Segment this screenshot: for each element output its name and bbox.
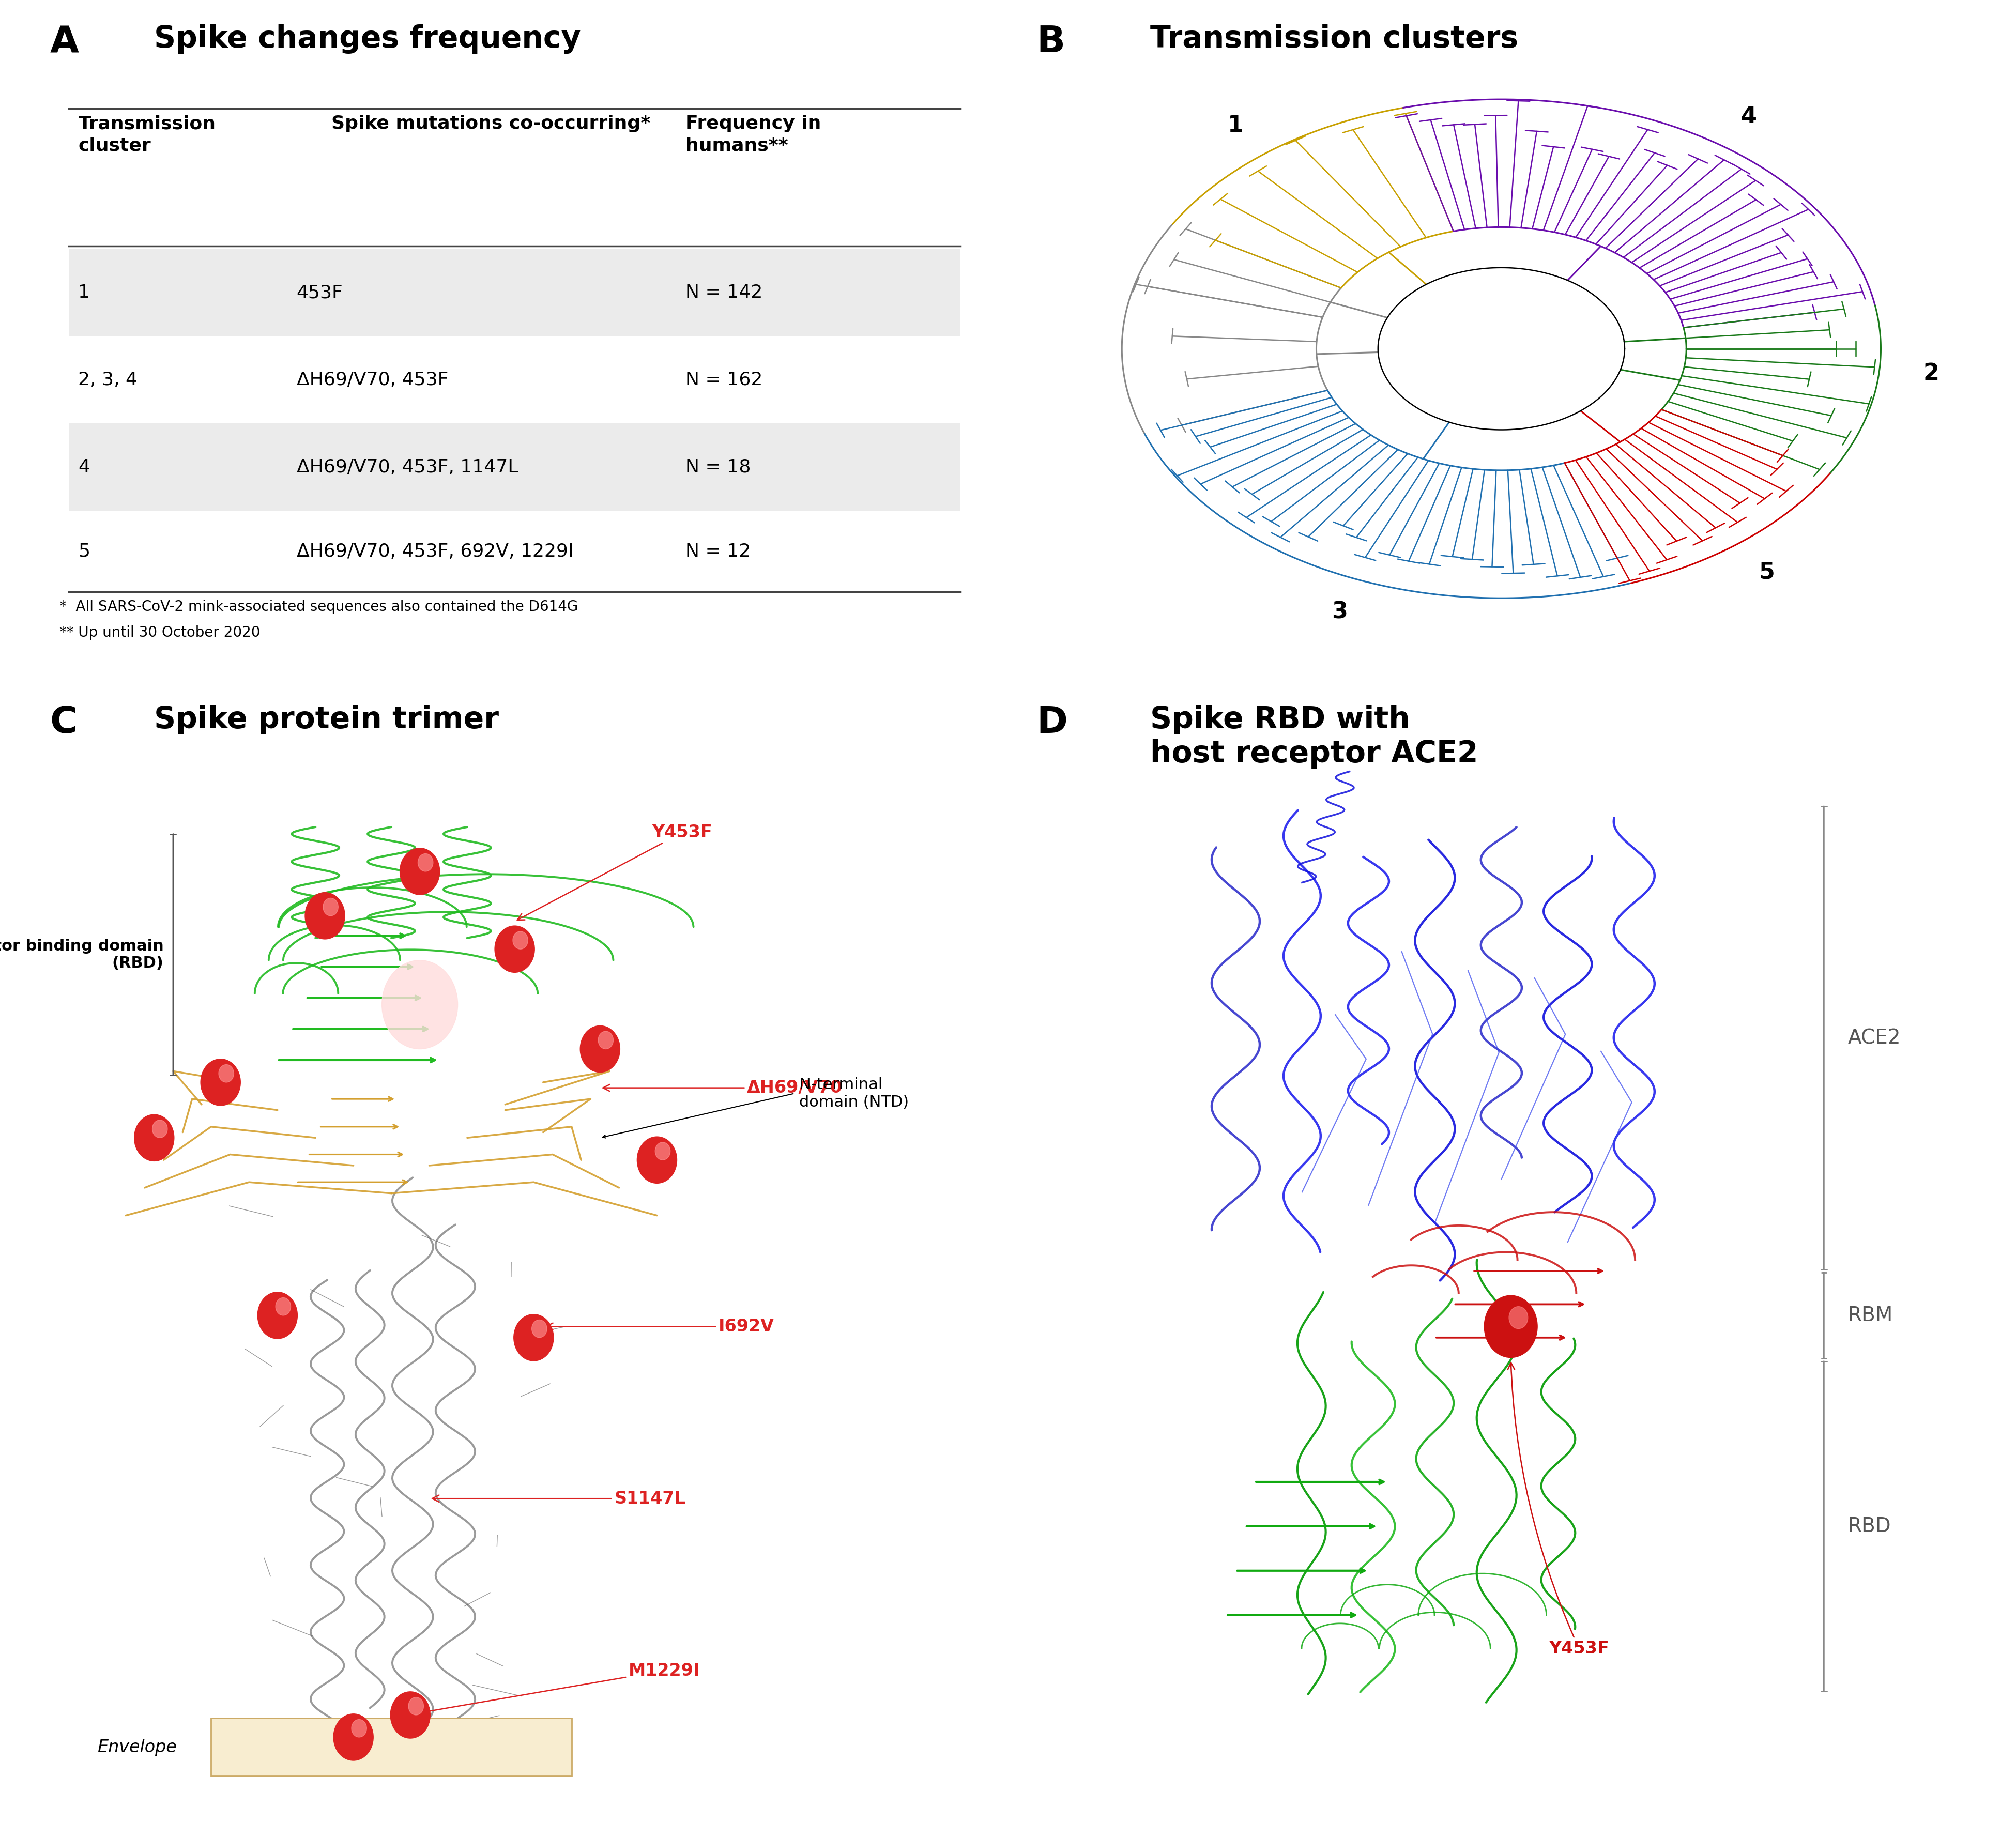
Text: Spike changes frequency: Spike changes frequency: [153, 24, 581, 55]
Text: Transmission clusters: Transmission clusters: [1151, 24, 1518, 55]
Circle shape: [1484, 1295, 1538, 1357]
Text: 2, 3, 4: 2, 3, 4: [79, 372, 137, 388]
Text: 4: 4: [1742, 106, 1756, 128]
Circle shape: [399, 847, 439, 895]
Circle shape: [655, 1142, 669, 1161]
Text: N = 18: N = 18: [685, 459, 750, 476]
Text: Envelope: Envelope: [97, 1738, 177, 1756]
FancyBboxPatch shape: [69, 250, 960, 337]
Circle shape: [153, 1121, 167, 1137]
Circle shape: [512, 931, 528, 949]
Circle shape: [323, 898, 339, 916]
Text: 5: 5: [1760, 561, 1774, 583]
Text: Spike protein trimer: Spike protein trimer: [153, 705, 498, 734]
Text: 4: 4: [79, 459, 91, 476]
Text: N-terminal
domain (NTD): N-terminal domain (NTD): [798, 1077, 909, 1110]
Text: ΔH69/V70, 453F: ΔH69/V70, 453F: [296, 372, 448, 388]
FancyBboxPatch shape: [69, 510, 960, 592]
Circle shape: [637, 1137, 677, 1182]
FancyBboxPatch shape: [69, 423, 960, 510]
FancyBboxPatch shape: [212, 1718, 573, 1776]
Text: Receptor binding domain
(RBD): Receptor binding domain (RBD): [0, 938, 163, 971]
Circle shape: [532, 1319, 546, 1337]
Circle shape: [381, 960, 458, 1049]
Circle shape: [304, 893, 345, 938]
Text: ** Up until 30 October 2020: ** Up until 30 October 2020: [58, 625, 260, 640]
Text: D: D: [1036, 705, 1068, 740]
Text: RBD: RBD: [1847, 1516, 1891, 1536]
Text: I692V: I692V: [546, 1317, 774, 1336]
Text: N = 12: N = 12: [685, 543, 750, 559]
Text: ΔH69/V70: ΔH69/V70: [603, 1079, 843, 1097]
Text: 5: 5: [79, 543, 91, 559]
Text: A: A: [50, 24, 79, 60]
Text: 3: 3: [1333, 601, 1347, 623]
Text: Spike mutations co-occurring*: Spike mutations co-occurring*: [331, 115, 651, 133]
Text: C: C: [50, 705, 77, 740]
Circle shape: [494, 926, 534, 973]
FancyBboxPatch shape: [69, 337, 960, 423]
Text: Y453F: Y453F: [1508, 1363, 1609, 1656]
Circle shape: [351, 1720, 367, 1736]
Circle shape: [202, 1059, 240, 1106]
Text: ACE2: ACE2: [1847, 1028, 1901, 1048]
Text: B: B: [1036, 24, 1064, 60]
Text: N = 142: N = 142: [685, 284, 762, 301]
Circle shape: [409, 1698, 423, 1715]
Circle shape: [514, 1314, 554, 1361]
Text: ΔH69/V70, 453F, 1147L: ΔH69/V70, 453F, 1147L: [296, 459, 518, 476]
Text: 2: 2: [1923, 363, 1939, 384]
Text: M1229I: M1229I: [423, 1662, 700, 1715]
Text: Transmission
cluster: Transmission cluster: [79, 115, 216, 155]
Text: 1: 1: [79, 284, 91, 301]
Circle shape: [417, 855, 433, 871]
Text: 453F: 453F: [296, 284, 343, 301]
Text: Frequency in
humans**: Frequency in humans**: [685, 115, 821, 155]
Circle shape: [218, 1064, 234, 1082]
Text: *  All SARS-CoV-2 mink-associated sequences also contained the D614G: * All SARS-CoV-2 mink-associated sequenc…: [58, 599, 579, 614]
Text: RBM: RBM: [1847, 1306, 1893, 1325]
Text: Y453F: Y453F: [518, 824, 712, 920]
Circle shape: [276, 1297, 290, 1315]
Text: ΔH69/V70, 453F, 692V, 1229I: ΔH69/V70, 453F, 692V, 1229I: [296, 543, 573, 559]
Circle shape: [581, 1026, 621, 1073]
Circle shape: [135, 1115, 173, 1161]
Text: 1: 1: [1228, 115, 1244, 137]
Text: S1147L: S1147L: [431, 1490, 685, 1507]
Text: Spike RBD with
host receptor ACE2: Spike RBD with host receptor ACE2: [1151, 705, 1478, 769]
Circle shape: [333, 1715, 373, 1760]
Circle shape: [599, 1031, 613, 1049]
Circle shape: [1508, 1306, 1528, 1328]
Circle shape: [391, 1691, 429, 1738]
Circle shape: [258, 1292, 298, 1339]
Text: N = 162: N = 162: [685, 372, 762, 388]
